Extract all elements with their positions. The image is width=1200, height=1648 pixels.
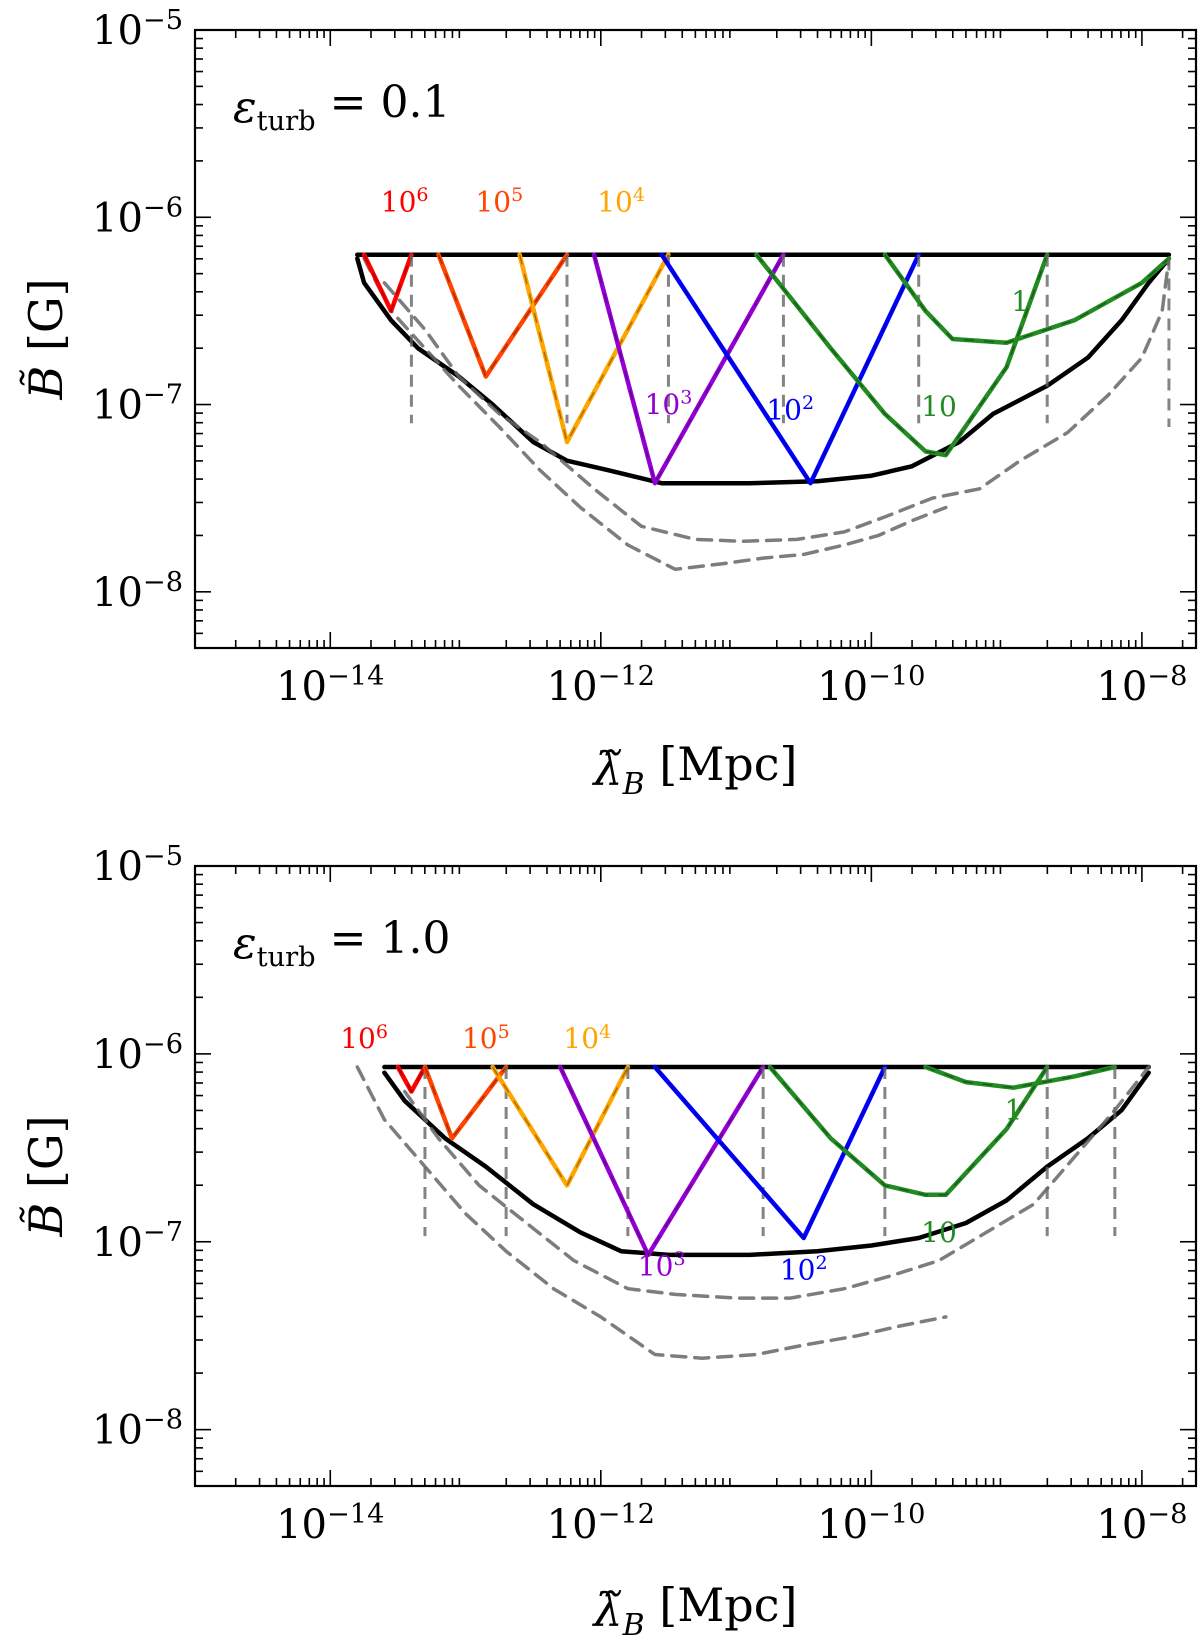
series-group xyxy=(355,1064,1151,1360)
x-tick-label: 10−8 xyxy=(1096,1499,1187,1548)
x-tick-label: 10−10 xyxy=(817,1499,925,1548)
curve-label: 10 xyxy=(921,390,957,423)
series-group xyxy=(355,252,1172,572)
curve-label: 103 xyxy=(645,386,693,420)
series-overlay xyxy=(925,1066,1115,1089)
series-overlay xyxy=(769,1066,1048,1196)
y-axis-label: B̃ [G] xyxy=(19,278,73,400)
x-tick-label: 10−14 xyxy=(276,1499,384,1548)
curve-label: 103 xyxy=(638,1248,686,1282)
chart-panel-1: 10−14 10−12 10−10 10−8 10−5 10−6 10−7 10−8 106 10… xyxy=(19,5,1198,802)
chart-panel-2: 10−14 10−12 10−10 10−8 10−5 10−6 10−7 10−8 106 10… xyxy=(19,841,1198,1643)
series-overlay xyxy=(363,254,413,313)
series-overlay xyxy=(884,254,1170,344)
eps-turb-annotation: εturb = 1.0 xyxy=(233,913,450,973)
y-axis-label: B̃ [G] xyxy=(19,1115,73,1237)
curve-label: 10 xyxy=(921,1216,957,1249)
y-tick-label: 10−5 xyxy=(92,841,183,890)
series-line xyxy=(923,1064,1118,1090)
series-line xyxy=(659,252,921,486)
series-line xyxy=(490,1064,631,1188)
series-line xyxy=(767,1064,1050,1198)
series-overlay xyxy=(518,254,670,444)
series-line xyxy=(436,252,570,379)
y-tick-label: 10−6 xyxy=(92,192,183,241)
y-tick-label: 10−5 xyxy=(92,5,183,54)
x-tick-label: 10−12 xyxy=(547,661,655,710)
minor-ticks xyxy=(195,30,1196,648)
series-line xyxy=(591,252,786,486)
minor-ticks xyxy=(195,866,1196,1486)
series-line xyxy=(422,1064,509,1141)
series-line xyxy=(382,1070,1151,1258)
curve-label: 102 xyxy=(780,1252,828,1286)
x-axis-label: λ̃B [Mpc] xyxy=(592,737,798,802)
series-line xyxy=(557,1064,766,1258)
eps-turb-annotation: εturb = 0.1 xyxy=(233,77,450,137)
series-overlay xyxy=(492,1066,629,1187)
series-line xyxy=(395,1064,428,1094)
curve-label: 105 xyxy=(475,184,523,218)
curve-label: 102 xyxy=(766,392,814,426)
x-axis-label: λ̃B [Mpc] xyxy=(592,1578,798,1643)
x-tick-label: 10−8 xyxy=(1096,661,1187,710)
series-overlay xyxy=(755,254,1048,456)
series-overlay xyxy=(559,1066,764,1257)
series-line xyxy=(382,256,1171,544)
curve-label: 104 xyxy=(563,1021,611,1055)
curve-label: 106 xyxy=(340,1021,388,1055)
series-line xyxy=(517,252,671,445)
series-line xyxy=(754,252,1050,458)
y-tick-label: 10−8 xyxy=(92,567,183,616)
y-tick-label: 10−8 xyxy=(92,1405,183,1454)
x-tick-label: 10−14 xyxy=(276,661,384,710)
plot-frame xyxy=(193,864,1198,1488)
curve-label: 1 xyxy=(1004,1094,1022,1127)
series-overlay xyxy=(397,1066,426,1093)
series-overlay xyxy=(654,1066,886,1240)
series-line xyxy=(361,252,414,314)
x-tick-label: 10−12 xyxy=(547,1499,655,1548)
series-line xyxy=(882,252,1172,345)
y-tick-label: 10−7 xyxy=(92,1217,183,1266)
series-line xyxy=(652,1064,888,1241)
curve-label: 104 xyxy=(597,184,645,218)
curve-label: 106 xyxy=(381,184,429,218)
y-tick-label: 10−7 xyxy=(92,380,183,429)
curve-label: 105 xyxy=(462,1021,510,1055)
series-line xyxy=(362,256,948,572)
series-overlay xyxy=(661,254,920,485)
series-overlay xyxy=(437,254,568,379)
plot-frame xyxy=(193,28,1198,650)
y-tick-label: 10−6 xyxy=(92,1029,183,1078)
x-tick-label: 10−10 xyxy=(817,661,925,710)
series-overlay xyxy=(424,1066,507,1140)
series-line xyxy=(355,1065,948,1360)
curve-label: 1 xyxy=(1011,285,1029,318)
